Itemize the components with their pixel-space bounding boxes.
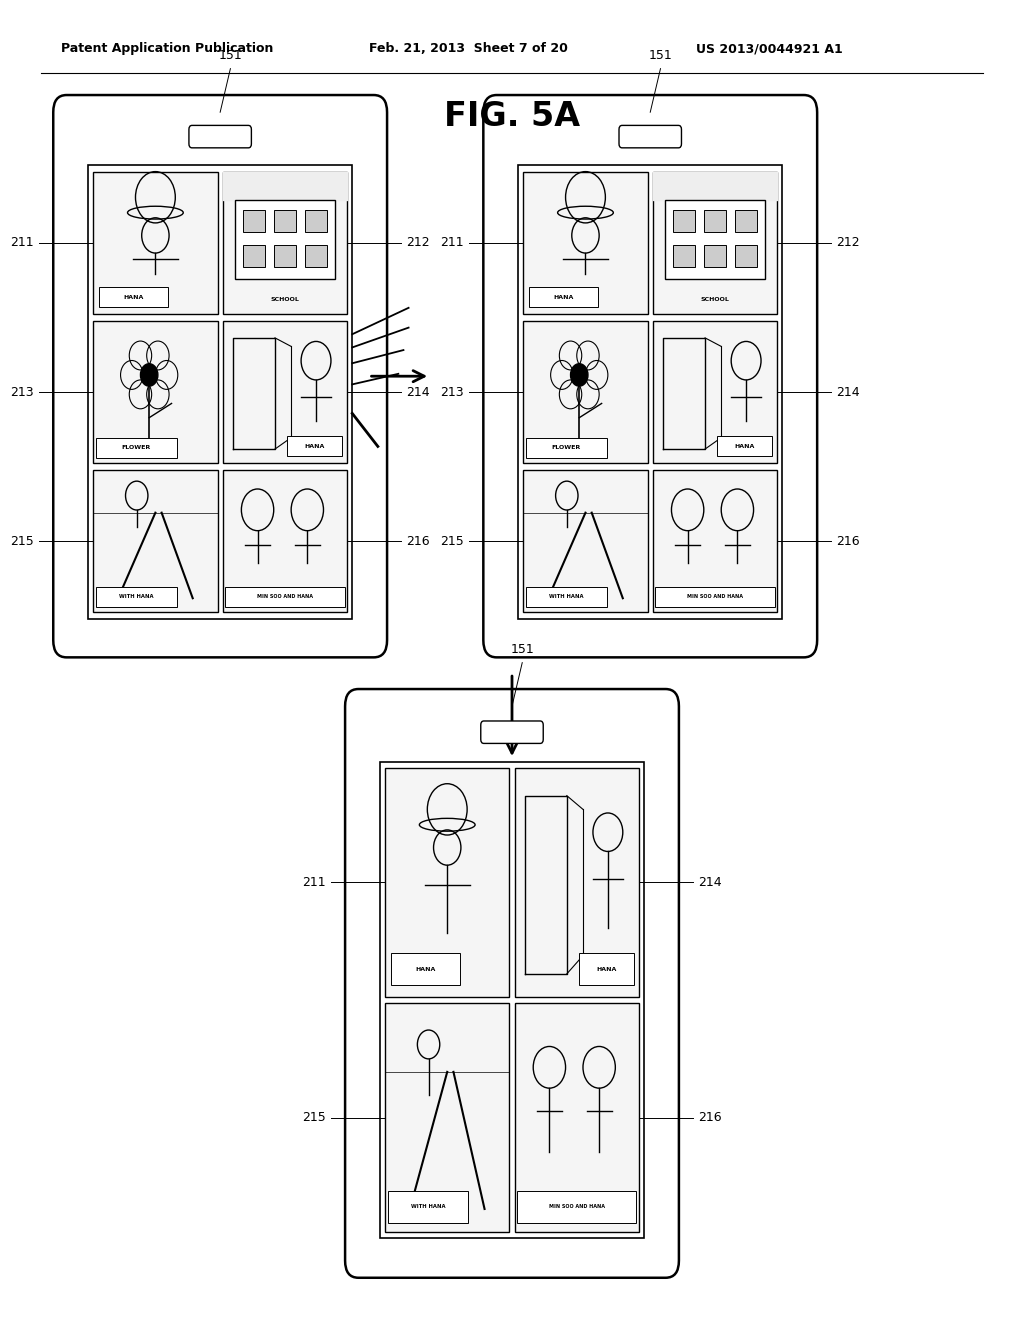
FancyBboxPatch shape (618, 125, 682, 148)
Text: HANA: HANA (416, 966, 435, 972)
Bar (305, 244, 327, 267)
Text: 211: 211 (440, 236, 464, 249)
Bar (391, 953, 460, 985)
Bar (95, 587, 176, 607)
Bar (705, 210, 726, 232)
Bar (93, 470, 218, 612)
Text: SCHOOL: SCHOOL (700, 297, 729, 302)
Text: 211: 211 (10, 236, 34, 249)
Text: HANA: HANA (124, 294, 143, 300)
Text: MIN SOO AND HANA: MIN SOO AND HANA (257, 594, 313, 599)
Bar (223, 172, 347, 314)
Bar (718, 436, 772, 457)
Bar (580, 953, 634, 985)
FancyBboxPatch shape (88, 165, 352, 619)
Bar (523, 470, 648, 612)
Text: 213: 213 (440, 385, 464, 399)
Bar (99, 286, 168, 308)
Text: SCHOOL: SCHOOL (270, 297, 299, 302)
Text: FLOWER: FLOWER (122, 445, 151, 450)
Bar (673, 244, 695, 267)
Text: WITH HANA: WITH HANA (119, 594, 154, 599)
Text: HANA: HANA (554, 294, 573, 300)
Bar (385, 768, 510, 997)
Bar (93, 172, 218, 314)
Bar (274, 244, 296, 267)
Bar (223, 470, 347, 612)
Circle shape (570, 364, 588, 387)
Bar (525, 438, 606, 458)
Bar (735, 244, 757, 267)
Bar (93, 321, 218, 463)
Bar (514, 768, 639, 997)
Text: US 2013/0044921 A1: US 2013/0044921 A1 (696, 42, 843, 55)
FancyBboxPatch shape (483, 95, 817, 657)
Bar (223, 321, 347, 463)
Text: WITH HANA: WITH HANA (549, 594, 584, 599)
Text: 151: 151 (218, 49, 243, 62)
Text: 213: 213 (10, 385, 34, 399)
Bar (288, 436, 342, 457)
Bar (653, 470, 777, 612)
FancyBboxPatch shape (380, 762, 644, 1238)
Text: 215: 215 (10, 535, 34, 548)
Bar (225, 587, 345, 607)
Bar (705, 244, 726, 267)
Bar (525, 587, 606, 607)
Text: 215: 215 (302, 1111, 326, 1125)
Text: MIN SOO AND HANA: MIN SOO AND HANA (549, 1204, 605, 1209)
FancyBboxPatch shape (53, 95, 387, 657)
Text: HANA: HANA (734, 444, 755, 449)
Bar (653, 172, 777, 314)
Bar (523, 321, 648, 463)
Bar (673, 210, 695, 232)
Bar (305, 210, 327, 232)
Bar (666, 201, 765, 279)
Text: 211: 211 (302, 876, 326, 888)
Bar (523, 172, 648, 314)
Text: Feb. 21, 2013  Sheet 7 of 20: Feb. 21, 2013 Sheet 7 of 20 (369, 42, 567, 55)
Bar (236, 201, 335, 279)
FancyBboxPatch shape (481, 721, 543, 743)
Bar (243, 244, 265, 267)
Bar (517, 1191, 637, 1222)
FancyBboxPatch shape (345, 689, 679, 1278)
Bar (735, 210, 757, 232)
Bar (529, 286, 598, 308)
Text: 216: 216 (698, 1111, 722, 1125)
Text: HANA: HANA (596, 966, 616, 972)
Text: 151: 151 (510, 643, 535, 656)
Circle shape (140, 364, 158, 387)
Text: 151: 151 (648, 49, 673, 62)
Text: 212: 212 (837, 236, 860, 249)
Text: FLOWER: FLOWER (552, 445, 581, 450)
Text: 216: 216 (837, 535, 860, 548)
Text: MIN SOO AND HANA: MIN SOO AND HANA (687, 594, 743, 599)
Bar (655, 587, 775, 607)
Text: 215: 215 (440, 535, 464, 548)
FancyBboxPatch shape (518, 165, 782, 619)
Text: HANA: HANA (304, 444, 325, 449)
Text: 214: 214 (698, 876, 722, 888)
Text: FIG. 5A: FIG. 5A (444, 99, 580, 132)
Text: 214: 214 (407, 385, 430, 399)
Bar (385, 1003, 510, 1232)
Bar (274, 210, 296, 232)
Bar (243, 210, 265, 232)
Bar (95, 438, 176, 458)
Bar (653, 321, 777, 463)
Text: Patent Application Publication: Patent Application Publication (61, 42, 273, 55)
FancyBboxPatch shape (188, 125, 252, 148)
Text: WITH HANA: WITH HANA (411, 1204, 445, 1209)
Bar (514, 1003, 639, 1232)
Bar (387, 1191, 468, 1222)
Text: 216: 216 (407, 535, 430, 548)
Text: 214: 214 (837, 385, 860, 399)
Text: 212: 212 (407, 236, 430, 249)
